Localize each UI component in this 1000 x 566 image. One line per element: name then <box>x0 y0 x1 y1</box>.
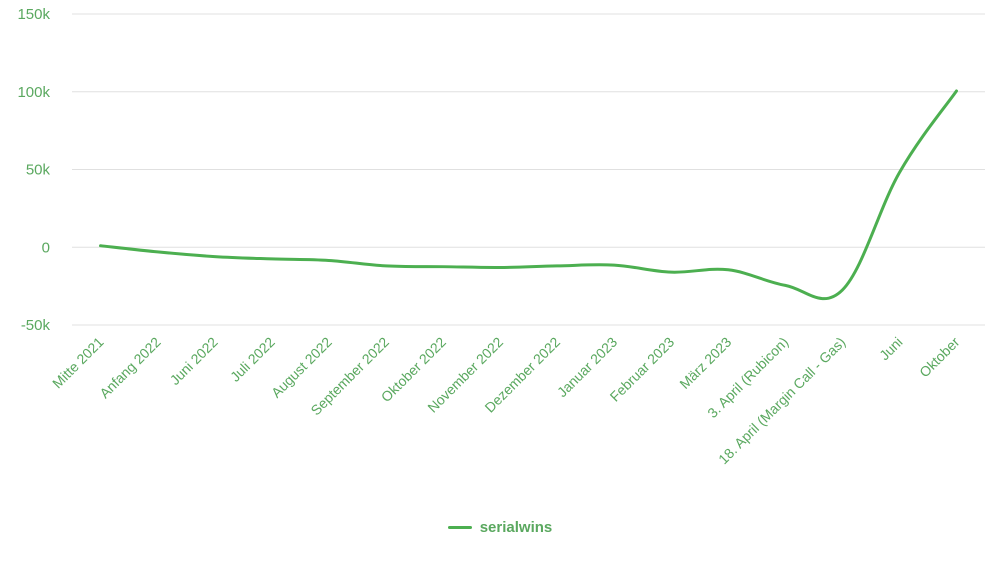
y-tick-label: 50k <box>26 162 51 179</box>
y-tick-label: 100k <box>17 84 50 101</box>
series-layer <box>99 89 958 301</box>
gridlines <box>72 13 985 326</box>
legend: serialwins <box>0 516 1000 536</box>
legend-line-icon <box>447 526 472 529</box>
series-line-serialwins[interactable] <box>99 89 958 301</box>
x-tick-label: März 2023 <box>676 334 734 392</box>
x-tick-label: Juli 2022 <box>227 334 278 385</box>
x-tick-label: Juni 2022 <box>167 334 221 388</box>
y-tick-label: 0 <box>42 239 50 256</box>
y-tick-label: -50k <box>21 317 51 334</box>
x-tick-label: Mitte 2021 <box>49 334 107 392</box>
x-tick-label: Anfang 2022 <box>96 334 164 402</box>
legend-label: serialwins <box>479 519 553 536</box>
y-axis: -50k 0 50k 100k 150k <box>17 6 50 334</box>
legend-item-serialwins[interactable]: serialwins <box>447 519 553 536</box>
x-tick-label: Juni <box>876 334 905 363</box>
y-tick-label: 150k <box>17 6 50 23</box>
x-tick-label: Oktober <box>916 334 963 381</box>
